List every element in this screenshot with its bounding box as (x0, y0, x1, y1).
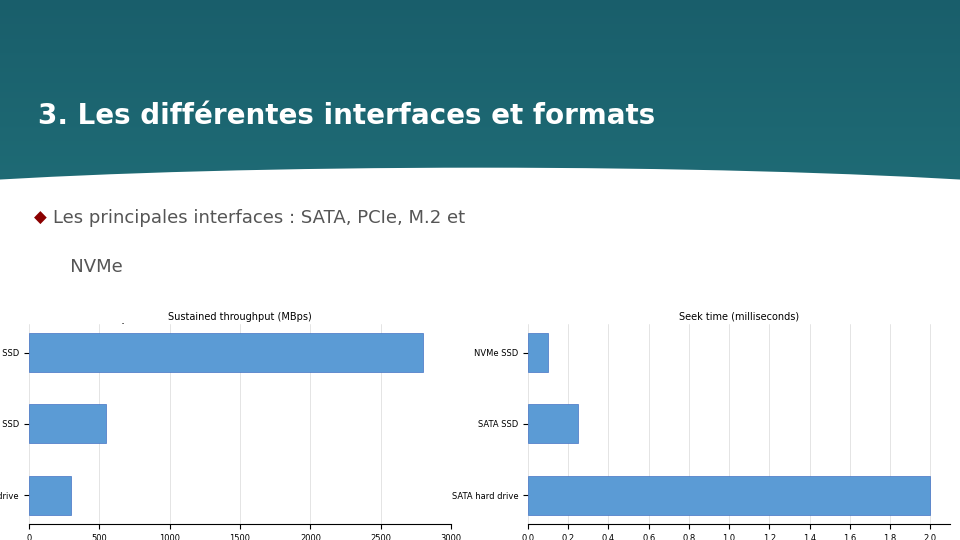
Title: Sustained throughput (MBps): Sustained throughput (MBps) (168, 312, 312, 322)
Text: ◆: ◆ (34, 323, 46, 341)
Bar (528, 476, 930, 515)
Text: ◆: ◆ (34, 209, 46, 227)
Text: NVMe: NVMe (53, 258, 123, 276)
Bar (29, 476, 71, 515)
Text: Les principales interfaces : SATA, PCIe, M.2 et: Les principales interfaces : SATA, PCIe,… (53, 209, 465, 227)
Bar (29, 404, 107, 443)
Bar (29, 333, 423, 372)
Title: Seek time (milliseconds): Seek time (milliseconds) (679, 312, 800, 322)
Text: Protocole NVMe :: Protocole NVMe : (53, 323, 206, 341)
Ellipse shape (0, 167, 960, 261)
Bar (528, 404, 578, 443)
Text: 3. Les différentes interfaces et formats: 3. Les différentes interfaces et formats (38, 102, 656, 130)
Bar (528, 333, 548, 372)
